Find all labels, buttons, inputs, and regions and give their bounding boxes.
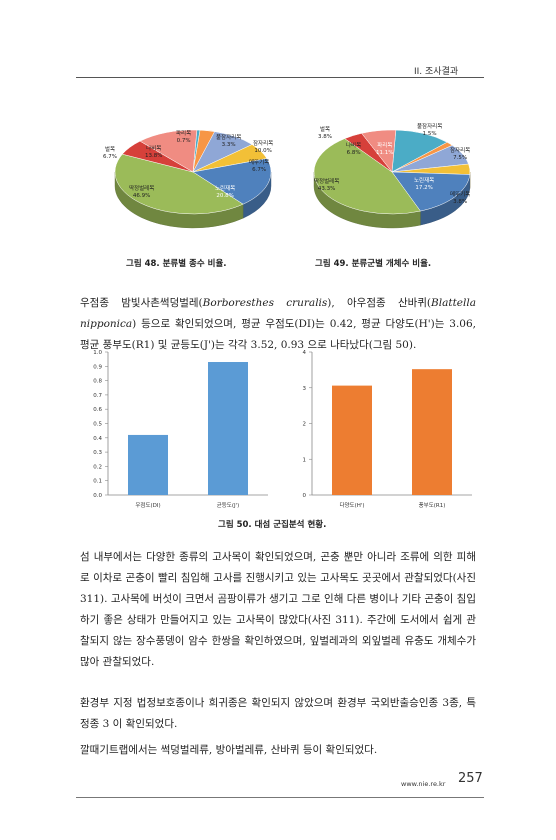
- pie48-label-bug: 노린재목 20.8%: [215, 186, 236, 199]
- figure48-caption: 그림 48. 분류별 종수 비율.: [126, 259, 227, 269]
- bar-right-y-tick-label: 4: [303, 350, 307, 356]
- bar-right-y-tick-label: 3: [303, 386, 307, 392]
- bar-right-bar-0: [332, 385, 372, 495]
- pie49-slice-0: [391, 171, 471, 212]
- bar-left-y-tick-label: 0.1: [93, 479, 102, 485]
- bar-left-y-tick-label: 0.9: [93, 364, 102, 370]
- community-index-bar-chart-right: 0 1 2 3 4 다양도(H') 풍부도(R1): [280, 343, 480, 513]
- bar-left-x-tick-label: 균등도(J'): [217, 502, 240, 509]
- bar-left-y-tick-label: 0.5: [93, 422, 102, 428]
- pie48-slice-0: [192, 158, 272, 205]
- page-number: 257: [458, 771, 483, 786]
- running-header-title: II. 조사결과: [414, 67, 459, 77]
- figure50-caption: 그림 50. 대섬 군집분석 현황.: [218, 520, 327, 530]
- bar-left-bar-0: [128, 434, 168, 495]
- pie48-label-moth: 나비목 13.8%: [145, 146, 163, 159]
- paragraph-protected-species: 환경부 지정 법정보호종이나 희귀종은 확인되지 않았으며 환경부 국외반출승인…: [80, 697, 476, 730]
- individual-count-ratio-pie-chart: 벌목 3.8% 나비목 6.8% 파리목 11.1% 풀잠자리목 1.5% 잠자리목 7.…: [302, 115, 482, 235]
- bar-left-bar-1: [208, 362, 248, 495]
- pie48-slice-3: [139, 129, 198, 173]
- figure49-caption: 그림 49. 분류군별 개체수 비율.: [315, 259, 432, 269]
- pie49-label-bee: 벌목 3.8%: [318, 127, 332, 140]
- footer-rule: [76, 797, 484, 798]
- pie48-label-fly: 파리목 0.7%: [176, 131, 192, 144]
- bar-right-x-tick-label: 다양도(H'): [339, 501, 364, 509]
- pie48-label-bee: 벌목 6.7%: [103, 147, 117, 160]
- bar-left-y-tick-label: 0.6: [93, 407, 102, 413]
- pie48-label-lacewing: 풀잠자리목 3.3%: [216, 135, 242, 148]
- pie48-label-dragonfly: 잠자리목 10.0%: [253, 141, 274, 154]
- paragraph-dominant-species: 우점종 밤빛사촌썩덩벌레(Borboresthes cruralis), 아우점…: [80, 297, 476, 351]
- bar-left-y-tick-label: 1.0: [93, 350, 102, 356]
- pie49-label-fly: 파리목 11.1%: [376, 143, 394, 156]
- pie49-label-moth: 나비목 6.8%: [346, 143, 362, 156]
- pie49-slice-3: [361, 129, 397, 173]
- bar-left-y-tick-label: 0.0: [93, 493, 102, 499]
- bar-right-x-tick-label: 풍부도(R1): [419, 502, 446, 509]
- bar-right-y-tick-label: 0: [303, 493, 307, 499]
- header-rule: [76, 77, 484, 78]
- pie48-label-grasshopper: 메뚜기목 6.7%: [249, 160, 270, 173]
- bar-left-y-tick-label: 0.3: [93, 450, 102, 456]
- bar-left-y-tick-label: 0.7: [93, 393, 102, 399]
- bar-left-x-tick-label: 우점도(DI): [135, 502, 160, 509]
- bar-left-y-tick-label: 0.2: [93, 464, 102, 470]
- pie49-label-grasshopper: 메뚜기목 3.8%: [450, 192, 471, 205]
- bar-right-y-tick-label: 2: [303, 422, 307, 428]
- pie48-label-beetle: 딱정벌레목 46.9%: [129, 186, 155, 199]
- species-ratio-pie-chart: 벌목 6.7% 나비목 13.8% 파리목 0.7% 풀잠자리목 3.3% 잠자리목 10…: [103, 115, 283, 235]
- community-index-bar-chart-left: 0.0 0.1 0.2 0.3 0.4 0.5 0.6 0.7 0.8 0.9 1.0 우점도(DI)…: [76, 343, 276, 513]
- bar-left-y-tick-label: 0.8: [93, 379, 102, 385]
- bar-right-bar-1: [412, 369, 452, 495]
- pie49-label-beetle: 딱정벌레목 43.3%: [314, 179, 340, 192]
- pie49-label-dragonfly: 잠자리목 7.5%: [450, 148, 471, 161]
- paragraph-deadwood: 섬 내부에서는 다양한 종류의 고사목이 확인되었으며, 곤충 뿐만 아니라 조…: [80, 551, 476, 668]
- paragraph-funnel-trap: 깔때기트랩에서는 썩덩벌레류, 방아벌레류, 산바퀴 등이 확인되었다.: [80, 744, 378, 756]
- bar-right-y-tick-label: 1: [303, 457, 307, 463]
- footer-url: www.nie.re.kr: [401, 780, 446, 788]
- pie49-label-lacewing: 풀잠자리목 1.5%: [417, 124, 443, 137]
- pie49-label-bug: 노린재목 17.2%: [414, 178, 435, 191]
- pie48-slice-1: [114, 153, 244, 215]
- bar-left-y-tick-label: 0.4: [93, 436, 102, 442]
- pie49-slice-1: [313, 138, 421, 215]
